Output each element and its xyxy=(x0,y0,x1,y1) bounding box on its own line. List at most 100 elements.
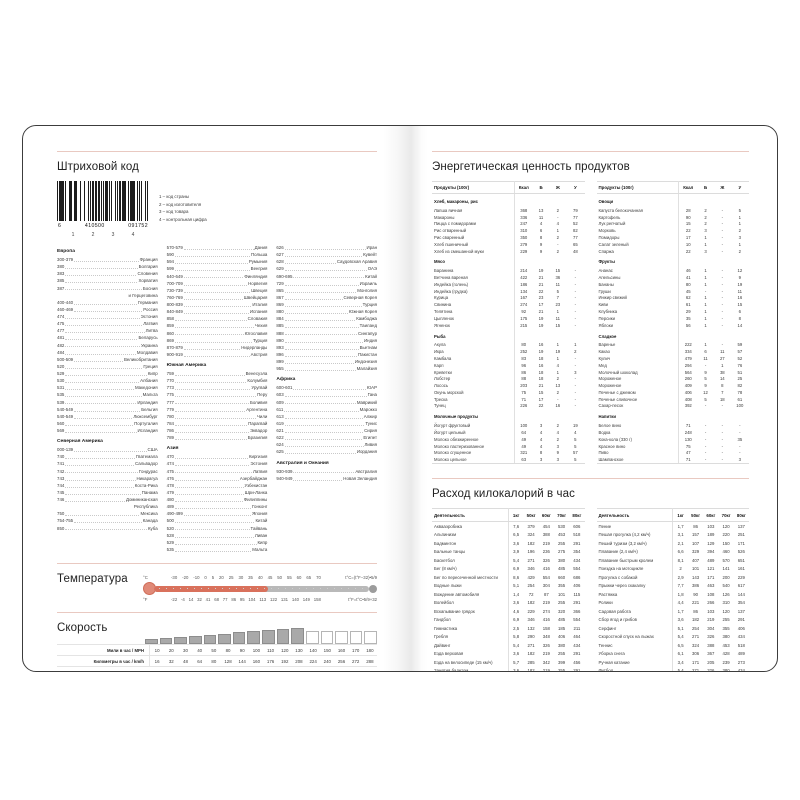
leader-dots xyxy=(183,298,243,300)
table-row: Молоко обезжиренное 49 4 2 5 xyxy=(432,435,585,443)
country-code: 613 xyxy=(276,413,284,419)
table-row: Салат зеленый 10 1 - 1 xyxy=(596,240,750,248)
car-icon xyxy=(247,631,260,644)
food-value: 18 xyxy=(538,369,544,375)
activity-name: Гандбол xyxy=(432,615,509,624)
country-code-row: 940-949 Новая Зеландия xyxy=(276,475,377,482)
car-icon xyxy=(305,631,319,644)
food-value: 222 xyxy=(684,342,692,348)
kcal-value: 239 xyxy=(722,659,730,665)
food-group-row: Хлеб, макароны, рис xyxy=(432,193,585,207)
country-code-row: 628 Саудовская Аравия xyxy=(276,258,377,265)
country-code: 867 xyxy=(276,294,284,300)
country-code-row: 520 Греция xyxy=(57,363,158,370)
country-code-row: 893 Вьетнам xyxy=(276,344,377,351)
country-code: 690-695 xyxy=(276,273,293,279)
food-value: 17 xyxy=(685,235,691,241)
leader-dots xyxy=(284,313,348,315)
car-icon xyxy=(364,631,377,644)
country-name: Шри-Ланка xyxy=(244,489,268,495)
country-name: Испания xyxy=(249,309,268,315)
country-code-row: 484 Молдавия xyxy=(57,349,158,356)
country-code: 627 xyxy=(276,252,284,258)
kcal-value: 489 xyxy=(737,651,745,657)
kcal-value: 271 xyxy=(527,557,535,563)
food-value: 1 xyxy=(704,268,707,274)
country-code: 380 xyxy=(57,264,65,270)
country-code: 603 xyxy=(276,392,284,398)
food-value: 1 xyxy=(704,342,707,348)
country-name: Маврикий xyxy=(356,399,378,405)
table-row: Скоростной спуск на лыжах 5,4 271 326 380 434 xyxy=(596,632,750,641)
activity-name: Растяжка xyxy=(596,590,674,599)
food-value: 3 xyxy=(556,443,559,449)
leader-dots xyxy=(183,291,251,293)
kcal-value: 489 xyxy=(707,557,715,563)
table-row: Ролики 4,4 221 266 310 354 xyxy=(596,598,750,607)
food-name: Лук репчатый xyxy=(596,220,680,228)
kcal-value: 255 xyxy=(722,617,730,623)
kcal-value: 2,1 xyxy=(677,540,684,546)
country-name: Северная Корея xyxy=(343,294,378,300)
food-value: 38 xyxy=(719,369,725,375)
food-value: 63 xyxy=(514,456,533,465)
table-row: Карп 96 16 4 - xyxy=(432,361,585,369)
fahrenheit-tick: 149 xyxy=(302,597,310,602)
kcal-value: 200 xyxy=(722,574,730,580)
country-code: 569 xyxy=(57,428,65,433)
food-value: 350 xyxy=(520,235,528,241)
country-code: 786 xyxy=(166,428,174,433)
barcode-bar xyxy=(77,181,80,221)
food-value: 274 xyxy=(520,302,528,308)
table-row: Хлеб из смешанной муки 229 9 2 48 xyxy=(432,247,585,255)
food-name: Лобстер xyxy=(432,375,515,383)
kcal-col-header: 1кг xyxy=(508,508,524,522)
food-name: Ветчина вареная xyxy=(432,274,515,282)
food-name: Треска xyxy=(432,395,515,403)
table-row: Пиво 47 - - - xyxy=(596,449,750,457)
food-value: 134 xyxy=(520,288,528,294)
country-code: 528 xyxy=(166,532,174,538)
kcal-value: 5,7 xyxy=(513,659,520,665)
activity-name: Пение xyxy=(596,521,674,531)
food-value: 4 xyxy=(539,436,543,442)
food-value: 1 xyxy=(556,369,559,375)
country-name: Греция xyxy=(143,363,158,369)
kcal-value: 429 xyxy=(527,574,535,580)
country-code-row: 590 Польша xyxy=(167,251,268,258)
country-code-row: 474 Эстония xyxy=(167,460,268,467)
leader-dots xyxy=(65,346,140,348)
leader-dots xyxy=(65,431,137,433)
country-code: 490-499 xyxy=(166,511,183,517)
barcode-bar xyxy=(120,181,122,221)
country-code: 482 xyxy=(57,342,65,348)
food-value: 8 xyxy=(738,315,742,321)
country-code-row: 622 Египет xyxy=(276,434,377,441)
table-row: Молочный шоколад 564 9 38 51 xyxy=(596,368,750,376)
food-value: - xyxy=(739,450,741,456)
kcal-value: 219 xyxy=(707,617,715,623)
food-value: 51 xyxy=(737,369,743,375)
food-name: Клубника xyxy=(596,308,680,315)
kcal-value: 388 xyxy=(542,532,550,538)
table-row: Персики 35 1 - 8 xyxy=(596,314,750,322)
kcal-value: 306 xyxy=(692,651,700,657)
table-row: Икра 252 19 19 2 xyxy=(432,348,585,356)
food-group-label: Напитки xyxy=(596,409,680,423)
accent-rule-top-right xyxy=(432,151,749,152)
food-group-label: Молочные продукты xyxy=(432,409,515,423)
car-icon xyxy=(203,634,217,644)
kcal-value: 453 xyxy=(558,532,566,538)
food-name: Груши xyxy=(596,287,680,295)
activity-name: Ролики xyxy=(596,598,674,607)
country-code: 385 xyxy=(57,278,65,284)
country-code-row: 625 Иордания xyxy=(276,448,377,455)
food-value: 19 xyxy=(538,322,544,328)
country-name: Албания xyxy=(140,378,158,384)
kcal-value: 3,6 xyxy=(513,651,520,657)
speed-section: Скорость Мили в час / MPH 10 20 30 40 50 80 90… xyxy=(57,612,377,668)
country-name: Украина xyxy=(140,342,158,348)
food-value: 13 xyxy=(538,207,544,213)
country-code: 741 xyxy=(57,461,65,467)
food-value: 15 xyxy=(737,302,743,308)
